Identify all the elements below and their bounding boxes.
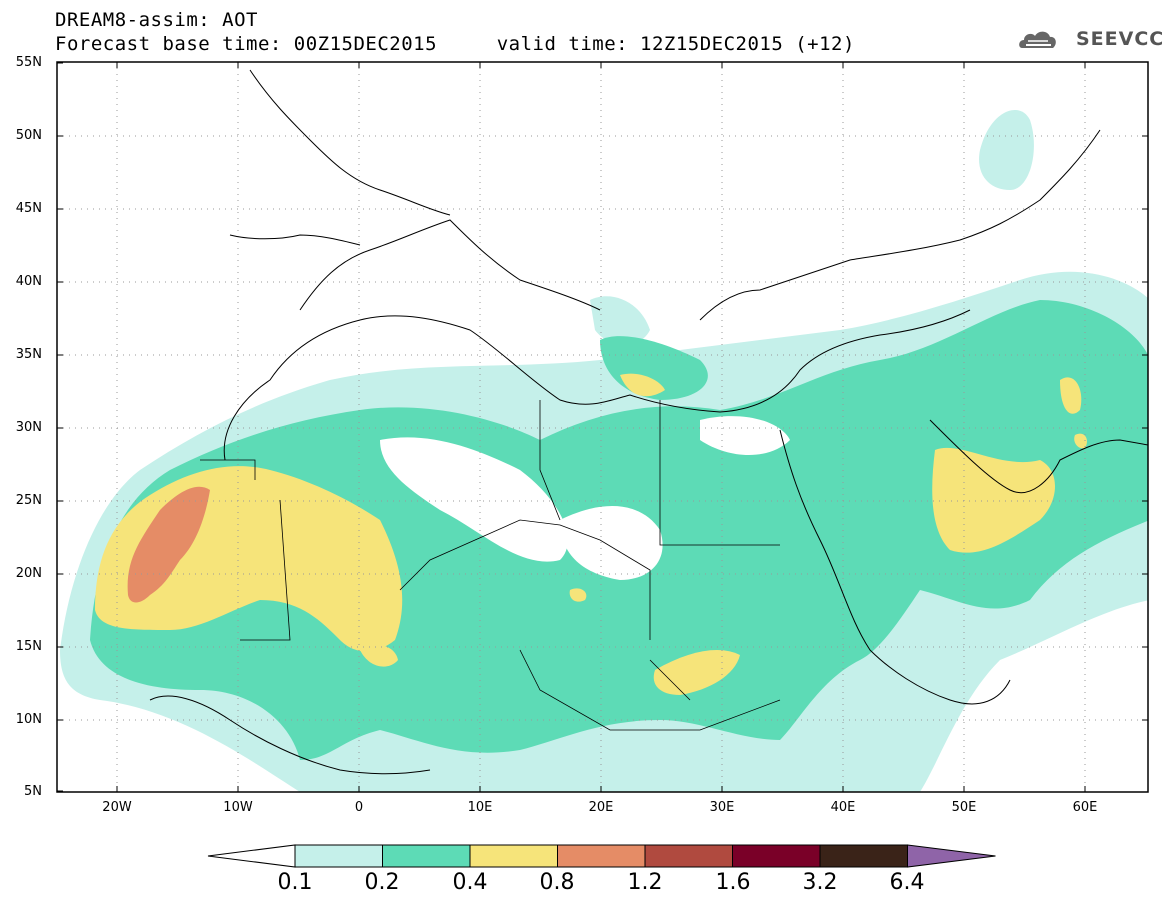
country-borders: [200, 400, 781, 731]
lat-label: 45N: [15, 201, 42, 216]
colorbar-swatch: [819, 844, 908, 868]
lon-label: 60E: [1072, 800, 1098, 815]
lat-label: 30N: [15, 420, 42, 435]
map-subtitle: Forecast base time: 00Z15DEC2015 valid t…: [55, 33, 855, 55]
colorbar-label: 0.8: [539, 870, 575, 895]
coastlines: [149, 69, 1149, 775]
lat-label: 40N: [15, 274, 42, 289]
map-title: DREAM8-assim: AOT: [55, 9, 258, 31]
lon-label: 30E: [709, 800, 735, 815]
colorbar-label: 0.2: [364, 870, 400, 895]
colorbar-label: 6.4: [889, 870, 925, 895]
colorbar-arrow-above: [907, 844, 996, 868]
lon-label: 50E: [951, 800, 977, 815]
lon-label: 10W: [223, 800, 253, 815]
colorbar-swatch: [469, 844, 558, 868]
lon-label: 40E: [830, 800, 856, 815]
colorbar-label: 0.1: [277, 870, 313, 895]
colorbar-label: 3.2: [802, 870, 838, 895]
lat-label: 15N: [15, 639, 42, 654]
aot-map: [56, 61, 1149, 793]
colorbar-label: 0.4: [452, 870, 488, 895]
cloud-logo-icon: [1019, 31, 1056, 48]
colorbar-label: 1.6: [715, 870, 751, 895]
colorbar-arrow-below: [207, 844, 296, 868]
lon-label: 20W: [102, 800, 132, 815]
colorbar-swatch: [732, 844, 821, 868]
colorbar-swatch: [294, 844, 383, 868]
lon-label: 20E: [588, 800, 614, 815]
colorbar-swatch: [557, 844, 646, 868]
lat-label: 50N: [15, 128, 42, 143]
lat-label: 35N: [15, 347, 42, 362]
aot-clear-areas: [380, 416, 790, 580]
lat-label: 55N: [15, 55, 42, 70]
logo-text: SEEVCCC: [1076, 28, 1165, 50]
aot-level-0.8: [127, 486, 210, 603]
lat-label: 10N: [15, 712, 42, 727]
lat-label: 20N: [15, 566, 42, 581]
colorbar-swatch: [644, 844, 733, 868]
map-frame: [56, 61, 1149, 793]
colorbar-label: 1.2: [627, 870, 663, 895]
lat-label: 25N: [15, 493, 42, 508]
lat-label: 5N: [24, 784, 42, 799]
colorbar-swatch: [382, 844, 471, 868]
lon-label: 0: [354, 800, 364, 815]
lon-label: 10E: [467, 800, 493, 815]
